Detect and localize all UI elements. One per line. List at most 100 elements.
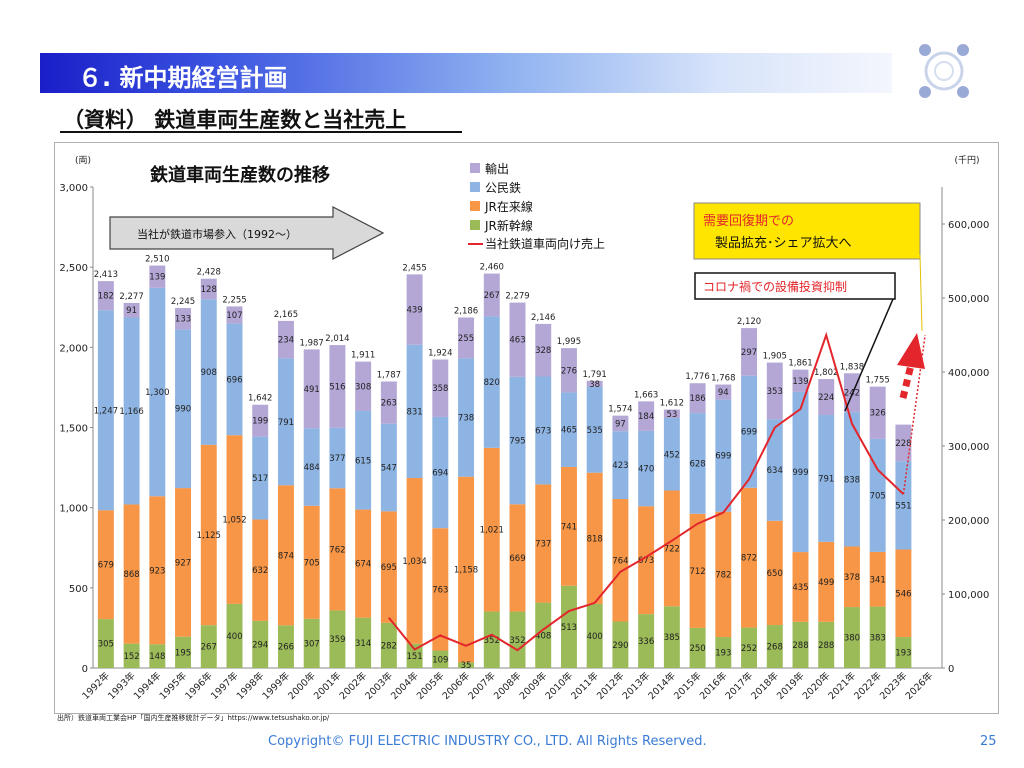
bar-segment (715, 384, 732, 400)
bar-data-label: 517 (252, 474, 268, 484)
bar-data-label: 1,247 (94, 406, 118, 416)
bar-data-label: 439 (406, 306, 422, 316)
bar-total-label: 2,455 (402, 263, 426, 273)
bar-data-label: 999 (792, 468, 808, 478)
bar-segment (355, 361, 372, 411)
bar-data-label: 695 (381, 563, 397, 573)
bar-data-label: 763 (432, 585, 448, 595)
bar-segment (277, 485, 294, 626)
bar-segment (97, 281, 114, 311)
bar-data-label: 705 (870, 491, 886, 501)
bar-data-label: 673 (535, 426, 551, 436)
bar-total-label: 2,279 (505, 292, 529, 302)
bar-segment (895, 424, 912, 462)
bar-data-label: 820 (484, 378, 500, 388)
bar-segment (663, 418, 680, 491)
bar-segment (123, 643, 140, 668)
bar-data-label: 705 (304, 558, 320, 568)
slide-subtitle: （資料） 鉄道車両生産数と当社売上 (63, 108, 407, 132)
bar-segment (766, 520, 783, 626)
bar-segment (535, 484, 552, 603)
x-tick-label: 2008年 (491, 669, 524, 702)
bar-total-label: 1,768 (711, 374, 735, 384)
bar-data-label: 328 (535, 346, 551, 356)
bar-segment (149, 644, 166, 668)
bar-total-label: 1,612 (660, 399, 684, 409)
y-right-tick-label: 400,000 (948, 368, 989, 379)
recovery-arrow-shaft (899, 364, 915, 399)
bar-segment (535, 376, 552, 485)
corona-callout-text: コロナ禍での設備投資抑制 (703, 279, 847, 294)
bar-segment (226, 323, 243, 436)
bar-segment (586, 386, 603, 473)
source-note: 出所）鉄道車両工業会HP「国内生産推移統計データ」https://www.tet… (57, 714, 330, 722)
y-left-tick-label: 1,000 (59, 504, 88, 515)
bar-data-label: 139 (149, 273, 165, 283)
y-left-tick-label: 1,500 (59, 424, 88, 435)
bar-segment (380, 622, 397, 668)
bar-segment (843, 546, 860, 608)
chart-frame: 0 500 1,000 1,500 2,000 2,500 3,000 0 100,000 200… (54, 142, 999, 714)
x-tick-label: 1995年 (157, 669, 190, 702)
bar-data-label: 263 (381, 399, 397, 409)
bar-data-label: 352 (509, 636, 525, 646)
bar-segment (792, 369, 809, 392)
bar-segment (663, 490, 680, 607)
bar-data-label: 669 (509, 554, 525, 564)
bar-data-label: 1,300 (145, 388, 169, 398)
bar-data-label: 288 (792, 641, 808, 651)
x-tick-label: 2004年 (388, 669, 421, 702)
y-left-tick-label: 3,000 (59, 183, 88, 194)
bar-segment (355, 617, 372, 668)
x-tick-label: 2013年 (620, 669, 653, 702)
bar-segment (380, 381, 397, 424)
y-right-tick-label: 300,000 (948, 442, 989, 453)
bar-segment (689, 383, 706, 414)
bar-data-label: 186 (689, 394, 705, 404)
bar-segment (715, 399, 732, 512)
bar-segment (638, 430, 655, 507)
bar-data-label: 128 (201, 285, 217, 295)
bar-segment (843, 412, 860, 547)
legend-swatch (470, 201, 480, 211)
y-right-tick-label: 100,000 (948, 590, 989, 601)
bar-segment (535, 323, 552, 377)
bar-data-label: 463 (509, 336, 525, 346)
bar-segment (689, 513, 706, 628)
bar-segment (741, 487, 758, 628)
y-left-tick-label: 500 (69, 584, 88, 595)
bar-data-label: 737 (535, 540, 551, 550)
bar-data-label: 400 (587, 632, 603, 642)
bar-segment (252, 436, 269, 520)
bar-segment (638, 506, 655, 615)
x-tick-label: 2026年 (903, 669, 936, 702)
bar-segment (380, 511, 397, 623)
bar-data-label: 908 (201, 368, 217, 378)
bar-segment (277, 625, 294, 668)
bar-segment (329, 610, 346, 668)
bar-segment (483, 447, 500, 612)
bar-segment (663, 409, 680, 419)
bar-total-label: 1,911 (351, 351, 375, 361)
bar-data-label: 547 (381, 464, 397, 474)
x-tick-label: 2007年 (466, 669, 499, 702)
legend-label: JR新幹線 (484, 218, 533, 233)
bar-segment (895, 549, 912, 638)
bar-segment (792, 621, 809, 668)
bar-data-label: 294 (252, 640, 268, 650)
bar-data-label: 1,052 (222, 516, 246, 526)
bar-data-label: 35 (461, 661, 472, 671)
bar-data-label: 408 (535, 631, 551, 641)
bar-data-label: 696 (226, 375, 242, 385)
bar-data-label: 423 (612, 461, 628, 471)
bar-data-label: 385 (664, 633, 680, 643)
header-bar (40, 53, 892, 93)
bar-data-label: 255 (458, 334, 474, 344)
page-number: 25 (980, 734, 997, 749)
x-tick-label: 2023年 (877, 669, 910, 702)
bar-data-label: 795 (509, 437, 525, 447)
bar-segment (97, 619, 114, 668)
bar-segment (560, 392, 577, 467)
bar-data-label: 400 (226, 632, 242, 642)
bar-segment (535, 602, 552, 668)
